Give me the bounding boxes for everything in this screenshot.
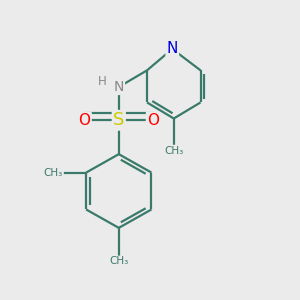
Text: O: O [147, 113, 159, 128]
Text: CH₃: CH₃ [164, 146, 183, 156]
Text: CH₃: CH₃ [44, 168, 63, 178]
Text: N: N [114, 80, 124, 94]
Text: H: H [98, 75, 107, 88]
Text: S: S [113, 111, 124, 129]
Text: N: N [167, 41, 178, 56]
Text: O: O [79, 113, 91, 128]
Text: CH₃: CH₃ [109, 256, 128, 266]
